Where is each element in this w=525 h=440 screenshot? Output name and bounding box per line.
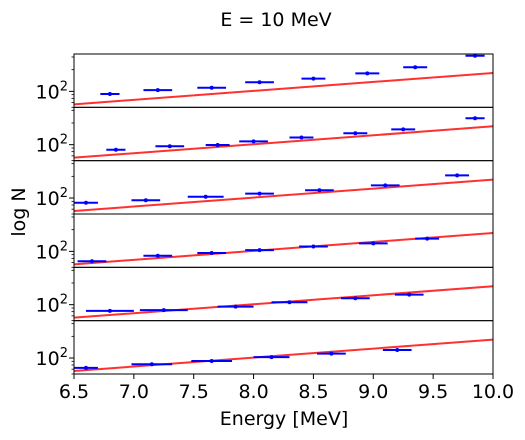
data-point (83, 200, 88, 205)
x-tick-label: 7.0 (119, 381, 149, 403)
data-point (365, 71, 370, 76)
data-point (371, 241, 376, 246)
data-point (413, 65, 418, 70)
y-tick-label: 102 (36, 346, 68, 370)
panel-plot-area (74, 173, 493, 213)
data-point (425, 236, 430, 241)
data-point (251, 139, 256, 144)
data-point (107, 91, 112, 96)
fit-line (74, 71, 493, 106)
data-point (311, 76, 316, 81)
data-point (269, 355, 274, 360)
data-point (299, 135, 304, 140)
data-point (233, 304, 238, 309)
data-point (455, 173, 460, 178)
x-tick-label: 8.0 (238, 381, 268, 403)
data-point (155, 88, 160, 93)
x-tick-label: 6.5 (59, 381, 89, 403)
data-point (203, 194, 208, 199)
fit-line (74, 125, 493, 159)
data-point (215, 142, 220, 147)
panel-frame (73, 320, 494, 375)
x-tick-label: 8.5 (298, 381, 328, 403)
data-point (209, 358, 214, 363)
panel-3: 102 (36, 160, 494, 215)
x-tick-label: 9.0 (358, 381, 388, 403)
fit-line (74, 338, 493, 373)
data-point (167, 144, 172, 149)
panel-plot-area (74, 338, 493, 373)
data-point (143, 198, 148, 203)
data-point (161, 308, 166, 313)
data-point (83, 365, 88, 370)
data-point (311, 244, 316, 249)
data-point (353, 131, 358, 136)
data-point (395, 348, 400, 353)
data-point (353, 296, 358, 301)
figure-title: E = 10 MeV (220, 9, 331, 31)
data-point (317, 188, 322, 193)
panel-plot-area (74, 285, 493, 319)
y-tick-label: 102 (36, 186, 68, 210)
data-point (257, 80, 262, 85)
data-point (257, 248, 262, 253)
x-tick-label: 9.5 (418, 381, 448, 403)
panel-plot-area (74, 116, 493, 159)
panel-1: 102 (36, 53, 494, 108)
data-point (407, 292, 412, 297)
panel-6: 102 (36, 320, 494, 375)
data-point (383, 183, 388, 188)
x-axis: 6.5 7.0 7.5 8.0 8.5 9.0 9.5 10.0 (59, 374, 514, 403)
data-point (89, 259, 94, 264)
panel-plot-area (74, 54, 493, 106)
y-axis-label: log N (8, 187, 30, 236)
y-tick-label: 102 (36, 133, 68, 157)
y-tick-label: 102 (36, 79, 68, 103)
y-tick-label: 102 (36, 293, 68, 317)
data-point (155, 253, 160, 258)
data-point (401, 127, 406, 132)
data-point (113, 147, 118, 152)
data-point (209, 85, 214, 90)
y-tick-label: 102 (36, 239, 68, 263)
data-point (473, 54, 478, 58)
panel-2: 102 (36, 106, 494, 162)
data-point (149, 362, 154, 367)
data-point (287, 300, 292, 305)
panel-5: 102 (36, 266, 494, 322)
panels: 102 102 102 102 102 102 (36, 53, 494, 375)
panel-plot-area (74, 231, 493, 266)
x-axis-label: Energy [MeV] (220, 408, 348, 430)
data-point (107, 308, 112, 313)
x-tick-label: 7.5 (179, 381, 209, 403)
fit-line (74, 178, 493, 213)
data-point (329, 351, 334, 356)
data-point (209, 250, 214, 255)
panel-4: 102 (36, 213, 494, 268)
x-tick-label: 10.0 (472, 381, 514, 403)
data-point (473, 116, 478, 121)
data-point (257, 191, 262, 196)
